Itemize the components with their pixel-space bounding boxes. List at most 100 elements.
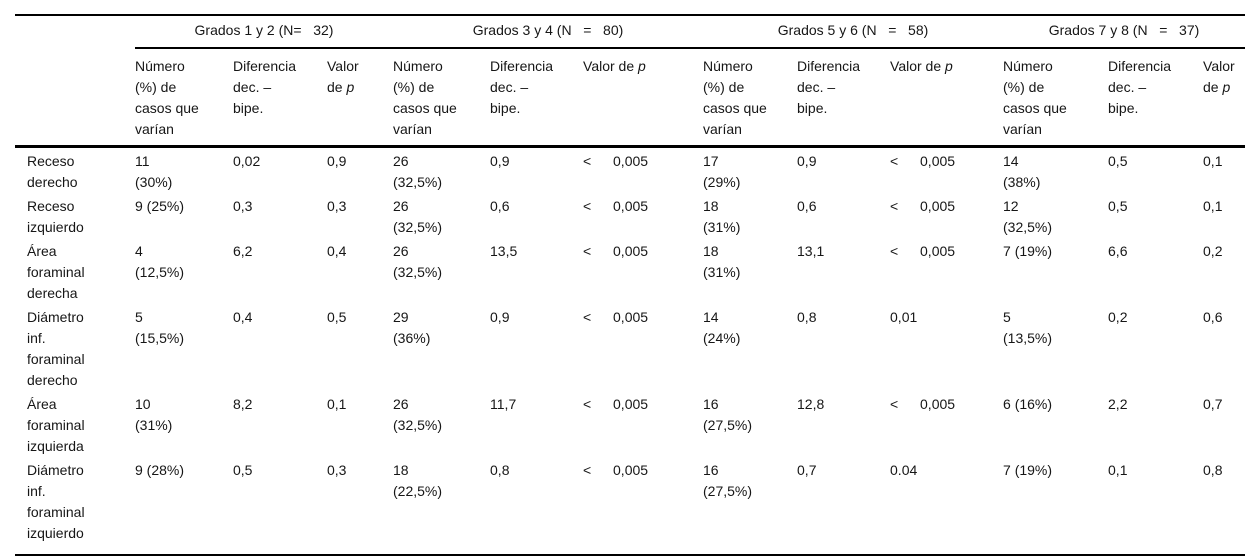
valor-label: Valor de bbox=[890, 58, 946, 74]
cell-numero: 26 (32,5%) bbox=[393, 396, 443, 433]
cell-diferencia: 0,4 bbox=[233, 309, 253, 325]
row-label: Diámetro inf. foraminal izquierdo bbox=[27, 462, 85, 541]
subheader-valor-p: Valor de p bbox=[890, 48, 1004, 148]
p-value: 0,3 bbox=[327, 198, 347, 214]
cell-numero: 18 (22,5%) bbox=[393, 462, 443, 499]
cell-diferencia: 2,2 bbox=[1108, 396, 1128, 412]
cell-valor-p: <0,005 bbox=[583, 147, 703, 194]
table-head: Grados 1 y 2 (N= 32) Grados 3 y 4 (N = 80… bbox=[15, 15, 1246, 148]
cell-valor-p: 0,8 bbox=[1203, 457, 1245, 555]
cell-diferencia: 0,5 bbox=[233, 462, 253, 478]
less-than-sign: < bbox=[583, 462, 592, 478]
cell-valor-p: 0,2 bbox=[1203, 238, 1245, 304]
subheader-diferencia: Diferencia dec. – bipe. bbox=[490, 48, 584, 148]
p-value: 0,005 bbox=[613, 198, 649, 214]
cell-diferencia: 13,5 bbox=[490, 243, 518, 259]
subheader-row: Número (%) de casos que varían Diferencia… bbox=[15, 48, 1246, 148]
cell-diferencia: 6,2 bbox=[233, 243, 253, 259]
cell-diferencia: 0,9 bbox=[797, 153, 817, 169]
cell-numero: 12 (32,5%) bbox=[1003, 198, 1053, 235]
p-value: 0,005 bbox=[920, 153, 956, 169]
p-value: 0,6 bbox=[1203, 309, 1223, 325]
p-value: 0,005 bbox=[613, 462, 649, 478]
row-label: Receso derecho bbox=[27, 153, 78, 190]
less-than-sign: < bbox=[583, 153, 592, 169]
cell-valor-p: 0,1 bbox=[1203, 193, 1245, 238]
cell-valor-p: 0,3 bbox=[327, 193, 393, 238]
cell-numero: 16 (27,5%) bbox=[703, 396, 753, 433]
p-value: 0,8 bbox=[1203, 462, 1223, 478]
cell-diferencia: 0,02 bbox=[233, 153, 261, 169]
row-label: Receso izquierdo bbox=[27, 198, 84, 235]
cell-numero: 9 (25%) bbox=[135, 198, 185, 214]
table-row: Área foraminal izquierda 10 (31%) 8,2 0,1 26… bbox=[15, 391, 1245, 457]
p-italic: p bbox=[346, 79, 355, 95]
cell-valor-p: 0.04 bbox=[890, 457, 1003, 555]
subheader-numero: Número (%) de casos que varían bbox=[393, 48, 491, 148]
cell-diferencia: 0,5 bbox=[1108, 198, 1128, 214]
cell-valor-p: 0,01 bbox=[890, 304, 1003, 391]
p-value: 0,005 bbox=[613, 396, 649, 412]
cell-numero: 26 (32,5%) bbox=[393, 243, 443, 280]
p-italic: p bbox=[638, 58, 646, 74]
row-label: Área foraminal izquierda bbox=[27, 396, 85, 454]
cell-diferencia: 0,3 bbox=[233, 198, 253, 214]
cell-valor-p: 0,9 bbox=[327, 147, 393, 194]
cell-diferencia: 0,6 bbox=[797, 198, 817, 214]
table-row: Diámetro inf. foraminal izquierdo 9 (28%)… bbox=[15, 457, 1245, 555]
valor-label: Valor de bbox=[327, 58, 359, 95]
less-than-sign: < bbox=[583, 309, 592, 325]
cell-diferencia: 13,1 bbox=[797, 243, 825, 259]
table-row: Diámetro inf. foraminal derecho 5 (15,5%)… bbox=[15, 304, 1245, 391]
subheader-numero: Número (%) de casos que varían bbox=[1003, 48, 1109, 148]
table-row: Receso izquierdo 9 (25%) 0,3 0,3 26 (32,5%) 0… bbox=[15, 193, 1245, 238]
p-value: 0,7 bbox=[1203, 396, 1223, 412]
cell-numero: 6 (16%) bbox=[1003, 396, 1053, 412]
cell-numero: 18 (31%) bbox=[703, 243, 741, 280]
cell-diferencia: 12,8 bbox=[797, 396, 825, 412]
cell-valor-p: <0,005 bbox=[890, 147, 1003, 194]
cell-numero: 7 (19%) bbox=[1003, 243, 1053, 259]
p-value: 0,01 bbox=[890, 309, 918, 325]
valor-label: Valor de bbox=[583, 58, 639, 74]
cell-numero: 26 (32,5%) bbox=[393, 153, 443, 190]
subheader-diferencia: Diferencia dec. – bipe. bbox=[1108, 48, 1204, 148]
table-row: Área foraminal derecha 4 (12,5%) 6,2 0,4 26 … bbox=[15, 238, 1245, 304]
p-value: 0,4 bbox=[327, 243, 347, 259]
p-value: 0,1 bbox=[1203, 198, 1223, 214]
cell-numero: 14 (38%) bbox=[1003, 153, 1041, 190]
group-header-row: Grados 1 y 2 (N= 32) Grados 3 y 4 (N = 80… bbox=[15, 15, 1246, 49]
group-header: Grados 5 y 6 (N = 58) bbox=[703, 15, 1004, 49]
cell-diferencia: 0,8 bbox=[490, 462, 510, 478]
p-value: 0,2 bbox=[1203, 243, 1223, 259]
row-label: Área foraminal derecha bbox=[27, 243, 85, 301]
group-header: Grados 3 y 4 (N = 80) bbox=[393, 15, 704, 49]
p-value: 0,005 bbox=[613, 243, 649, 259]
less-than-sign: < bbox=[890, 153, 899, 169]
less-than-sign: < bbox=[583, 243, 592, 259]
cell-numero: 17 (29%) bbox=[703, 153, 741, 190]
subheader-valor-p: Valor de p bbox=[327, 48, 394, 148]
p-value: 0,005 bbox=[613, 153, 649, 169]
cell-numero: 4 (12,5%) bbox=[135, 243, 185, 280]
cell-numero: 7 (19%) bbox=[1003, 462, 1053, 478]
cell-numero: 10 (31%) bbox=[135, 396, 173, 433]
cell-valor-p: <0,005 bbox=[583, 391, 703, 457]
row-label: Diámetro inf. foraminal derecho bbox=[27, 309, 85, 388]
less-than-sign: < bbox=[583, 198, 592, 214]
cell-numero: 9 (28%) bbox=[135, 462, 185, 478]
p-value: 0,1 bbox=[1203, 153, 1223, 169]
cell-numero: 29 (36%) bbox=[393, 309, 431, 346]
cell-valor-p: <0,005 bbox=[890, 193, 1003, 238]
group-header: Grados 7 y 8 (N = 37) bbox=[1003, 15, 1246, 49]
cell-numero: 5 (15,5%) bbox=[135, 309, 185, 346]
cell-valor-p: <0,005 bbox=[583, 193, 703, 238]
cell-numero: 5 (13,5%) bbox=[1003, 309, 1053, 346]
cell-numero: 14 (24%) bbox=[703, 309, 741, 346]
table-body: Receso derecho 11 (30%) 0,02 0,9 26 (32,5%) 0… bbox=[15, 147, 1245, 556]
cell-diferencia: 0,5 bbox=[1108, 153, 1128, 169]
cell-diferencia: 0,9 bbox=[490, 309, 510, 325]
subheader-valor-p: Valor de p bbox=[1203, 48, 1246, 148]
cell-numero: 26 (32,5%) bbox=[393, 198, 443, 235]
